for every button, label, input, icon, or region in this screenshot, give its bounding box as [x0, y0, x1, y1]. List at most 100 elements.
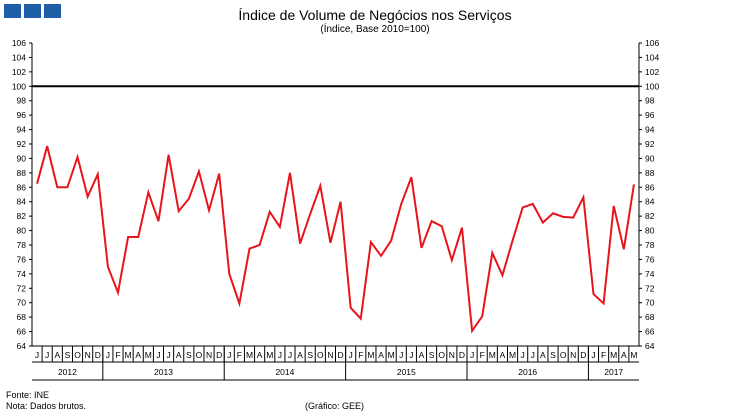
y-tick-label-left: 68 [17, 312, 27, 322]
year-label: 2015 [397, 367, 416, 377]
month-tick-label: F [601, 350, 606, 360]
y-tick-label-right: 74 [645, 269, 655, 279]
month-tick-label: M [489, 350, 496, 360]
y-tick-label-left: 80 [17, 226, 27, 236]
y-tick-label-right: 82 [645, 211, 655, 221]
month-tick-label: M [509, 350, 516, 360]
y-tick-label-right: 90 [645, 153, 655, 163]
y-tick-label-left: 90 [17, 153, 27, 163]
chart-subtitle: (Índice, Base 2010=100) [320, 24, 430, 35]
y-tick-label-right: 80 [645, 226, 655, 236]
month-tick-label: D [580, 350, 586, 360]
month-tick-label: J [166, 350, 170, 360]
y-tick-label-left: 76 [17, 254, 27, 264]
month-tick-label: J [531, 350, 535, 360]
y-tick-label-right: 100 [645, 81, 659, 91]
series-line [36, 145, 635, 334]
gee-logo [4, 4, 61, 18]
chart-credit: (Gráfico: GEE) [305, 401, 365, 411]
month-tick-label: M [125, 350, 132, 360]
y-tick-label-left: 64 [17, 341, 27, 351]
month-tick-label: J [156, 350, 160, 360]
month-tick-label: D [459, 350, 465, 360]
y-tick-label-left: 74 [17, 269, 27, 279]
logo-block [24, 4, 41, 18]
year-label: 2016 [518, 367, 537, 377]
month-tick-label: F [480, 350, 485, 360]
y-tick-label-left: 86 [17, 182, 27, 192]
month-tick-label: A [297, 350, 303, 360]
y-tick-label-left: 84 [17, 197, 27, 207]
y-tick-label-right: 84 [645, 197, 655, 207]
month-tick-label: J [227, 350, 231, 360]
month-tick-label: N [449, 350, 455, 360]
month-tick-label: F [237, 350, 242, 360]
month-tick-label: J [35, 350, 39, 360]
y-tick-label-right: 64 [645, 341, 655, 351]
month-tick-label: S [186, 350, 192, 360]
y-tick-label-right: 88 [645, 168, 655, 178]
y-tick-label-left: 102 [12, 67, 26, 77]
year-label: 2017 [604, 367, 623, 377]
y-tick-label-left: 94 [17, 125, 27, 135]
month-tick-label: D [337, 350, 343, 360]
y-tick-label-left: 72 [17, 283, 27, 293]
month-tick-label: D [95, 350, 101, 360]
month-tick-label: S [550, 350, 556, 360]
y-tick-label-left: 70 [17, 298, 27, 308]
y-tick-label-right: 94 [645, 125, 655, 135]
y-tick-label-left: 88 [17, 168, 27, 178]
month-tick-label: O [317, 350, 324, 360]
y-tick-label-right: 98 [645, 96, 655, 106]
month-tick-label: A [419, 350, 425, 360]
month-tick-label: A [54, 350, 60, 360]
year-label: 2012 [58, 367, 77, 377]
y-tick-label-left: 100 [12, 81, 26, 91]
y-tick-label-left: 98 [17, 96, 27, 106]
y-tick-label-right: 78 [645, 240, 655, 250]
y-tick-label-right: 66 [645, 327, 655, 337]
month-tick-label: S [307, 350, 313, 360]
month-tick-label: M [145, 350, 152, 360]
y-tick-label-right: 106 [645, 38, 659, 48]
y-tick-label-right: 102 [645, 67, 659, 77]
month-tick-label: F [115, 350, 120, 360]
month-tick-label: J [106, 350, 110, 360]
month-tick-label: J [521, 350, 525, 360]
month-tick-label: O [560, 350, 567, 360]
month-tick-label: J [409, 350, 413, 360]
month-tick-label: O [196, 350, 203, 360]
month-tick-label: N [327, 350, 333, 360]
month-tick-label: S [65, 350, 71, 360]
y-tick-label-left: 66 [17, 327, 27, 337]
month-tick-label: M [630, 350, 637, 360]
month-tick-label: J [349, 350, 353, 360]
month-tick-label: A [500, 350, 506, 360]
y-tick-label-right: 104 [645, 52, 659, 62]
month-tick-label: N [206, 350, 212, 360]
chart-title: Índice de Volume de Negócios nos Serviço… [238, 7, 512, 23]
year-label: 2013 [154, 367, 173, 377]
source-note: Fonte: INE [6, 390, 50, 400]
month-tick-label: F [358, 350, 363, 360]
y-tick-label-right: 68 [645, 312, 655, 322]
y-tick-label-left: 78 [17, 240, 27, 250]
month-tick-label: J [278, 350, 282, 360]
month-tick-label: M [610, 350, 617, 360]
y-tick-label-right: 72 [645, 283, 655, 293]
month-tick-label: M [388, 350, 395, 360]
y-tick-label-right: 92 [645, 139, 655, 149]
y-tick-label-right: 86 [645, 182, 655, 192]
month-tick-label: J [591, 350, 595, 360]
data-note: Nota: Dados brutos. [6, 401, 87, 411]
y-tick-label-left: 92 [17, 139, 27, 149]
y-tick-label-left: 104 [12, 52, 26, 62]
logo-block [44, 4, 61, 18]
month-tick-label: J [288, 350, 292, 360]
month-tick-label: M [246, 350, 253, 360]
y-tick-label-left: 106 [12, 38, 26, 48]
month-tick-label: J [45, 350, 49, 360]
month-tick-label: O [74, 350, 81, 360]
y-tick-label-right: 70 [645, 298, 655, 308]
